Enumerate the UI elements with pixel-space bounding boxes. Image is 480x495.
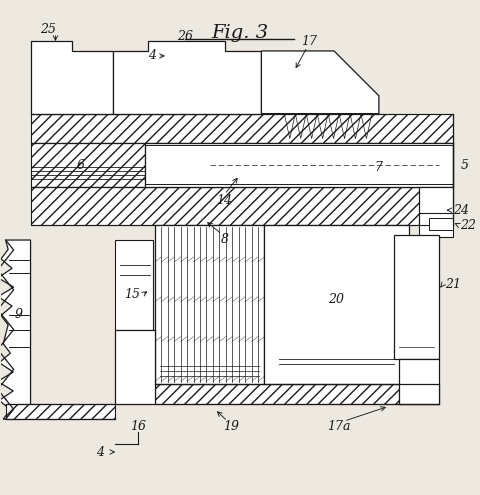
- Text: 25: 25: [40, 23, 57, 36]
- Text: 7: 7: [375, 161, 383, 174]
- Bar: [115, 330, 155, 404]
- Text: 17: 17: [301, 35, 317, 48]
- Text: 4: 4: [96, 446, 104, 458]
- Bar: [115, 240, 153, 330]
- Text: 20: 20: [328, 293, 344, 306]
- Text: 22: 22: [460, 219, 477, 232]
- Text: 14: 14: [216, 194, 233, 207]
- Text: 16: 16: [130, 420, 146, 433]
- Text: 19: 19: [224, 420, 240, 433]
- Bar: [6, 404, 115, 419]
- Bar: [31, 187, 454, 225]
- Text: Fig. 3: Fig. 3: [211, 24, 268, 42]
- Polygon shape: [0, 240, 31, 419]
- Bar: [399, 359, 439, 404]
- Bar: [31, 114, 454, 143]
- Bar: [419, 187, 454, 237]
- Text: 26: 26: [177, 30, 193, 43]
- Bar: [155, 225, 264, 384]
- Text: 15: 15: [124, 288, 140, 301]
- Text: 5: 5: [460, 159, 468, 172]
- Text: 24: 24: [454, 203, 469, 217]
- Text: 8: 8: [221, 233, 228, 246]
- Polygon shape: [113, 41, 262, 114]
- Bar: [155, 384, 439, 404]
- Polygon shape: [31, 41, 113, 114]
- Bar: [145, 143, 454, 187]
- Bar: [429, 218, 454, 230]
- Bar: [399, 384, 439, 404]
- Text: 9: 9: [14, 308, 23, 321]
- Bar: [394, 235, 439, 359]
- Text: 17a: 17a: [327, 420, 351, 433]
- Polygon shape: [262, 51, 379, 114]
- Text: 6: 6: [76, 159, 84, 172]
- Bar: [264, 225, 408, 384]
- Text: 21: 21: [445, 278, 462, 292]
- Text: 4: 4: [148, 50, 156, 62]
- Bar: [31, 143, 145, 187]
